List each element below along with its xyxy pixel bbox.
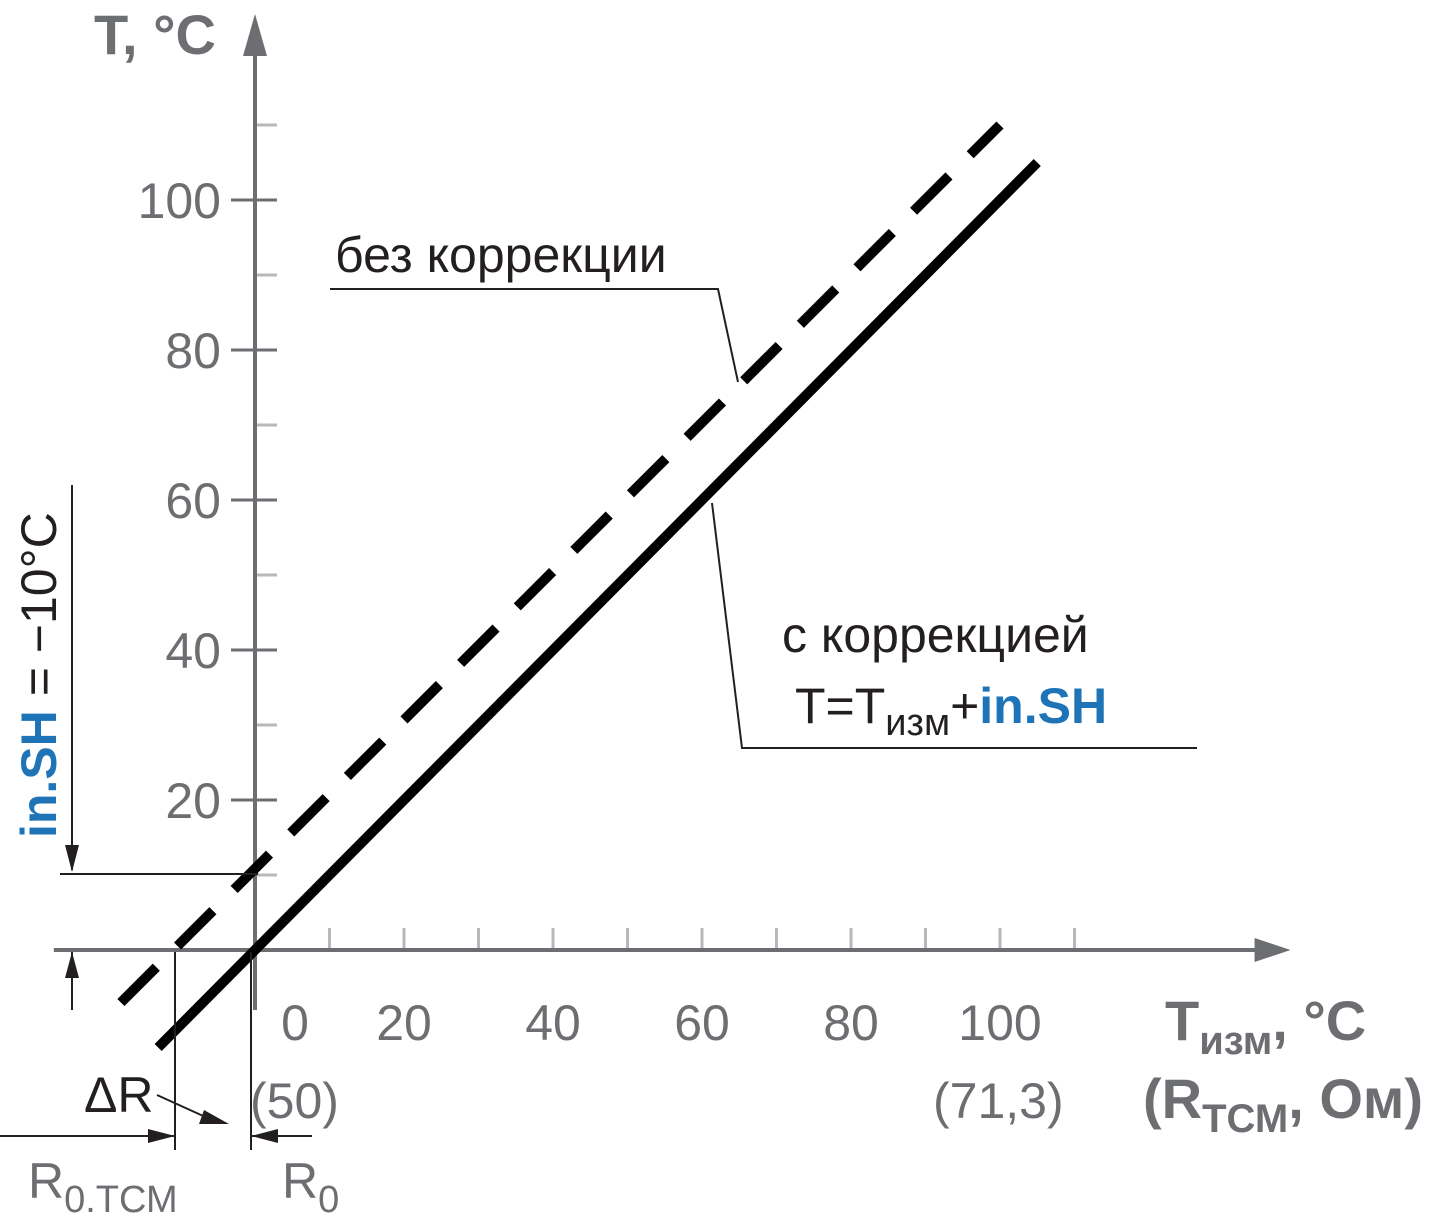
x-tick-label: 80	[823, 995, 879, 1051]
r0-subscript: 0	[318, 1179, 339, 1217]
shift-dimension	[60, 485, 258, 1010]
label-no-correction: без коррекции	[335, 227, 667, 283]
resistance-dimension	[0, 952, 312, 1150]
x-axis-title: Tизм, °С	[1165, 989, 1366, 1063]
x-axis-title-main: T	[1165, 989, 1199, 1052]
r0-tcm-subscript: 0.ТСМ	[64, 1179, 178, 1217]
r0-label: R0	[282, 1153, 339, 1217]
y-tick-label: 60	[165, 473, 221, 529]
y-axis-arrowhead	[243, 14, 267, 56]
y-tick-label: 80	[165, 323, 221, 379]
x-tick-label: 20	[376, 995, 432, 1051]
formula-plus: +	[950, 678, 979, 734]
resistance-label-at-100: (71,3)	[933, 1073, 1064, 1129]
leader-no-correction	[330, 288, 739, 383]
tick-labels-group: 0 20 40 60 80 100 20 40 60 80 100	[138, 173, 1042, 1051]
shift-annotation: in.SH = −10°С	[11, 512, 67, 838]
x-tick-label: 40	[525, 995, 581, 1051]
x-axis-resistance-open: (R	[1143, 1067, 1202, 1130]
x-axis-resistance-close: , Ом)	[1288, 1067, 1423, 1130]
y-tick-label: 100	[138, 173, 221, 229]
series-group	[117, 121, 1041, 1052]
r0-main: R	[282, 1153, 318, 1209]
series-line-with-correction	[154, 158, 1041, 1052]
leader-with-correction	[711, 502, 1197, 749]
correction-formula: T=Tизм+in.SH	[795, 678, 1107, 744]
y-tick-label: 40	[165, 623, 221, 679]
x-tick-label: 60	[674, 995, 730, 1051]
x-axis-title-unit: , °С	[1272, 989, 1366, 1052]
x-axis-resistance-title: (RТСМ, Ом)	[1143, 1067, 1423, 1141]
resistance-label-at-0: (50)	[250, 1073, 339, 1129]
formula-subscript: изм	[885, 702, 950, 744]
x-axis-arrowhead	[1254, 938, 1291, 962]
series-line-no-correction	[117, 121, 1004, 1007]
y-axis-title: T, °С	[94, 3, 216, 66]
x-tick-label: 0	[281, 995, 309, 1051]
axes-group	[53, 14, 1291, 1010]
r0-tcm-label: R0.ТСМ	[28, 1153, 178, 1217]
formula-t: T=T	[795, 678, 885, 734]
label-with-correction: с коррекцией	[782, 607, 1089, 663]
r0-tcm-main: R	[28, 1153, 64, 1209]
formula-param: in.SH	[979, 678, 1107, 734]
delta-r-label: ΔR	[84, 1067, 154, 1123]
x-tick-label: 100	[958, 995, 1041, 1051]
shift-param: in.SH	[11, 710, 67, 838]
shift-value: = −10°С	[11, 512, 67, 710]
y-tick-label: 20	[165, 773, 221, 829]
x-axis-title-subscript: изм	[1199, 1019, 1272, 1063]
x-axis-resistance-subscript: ТСМ	[1202, 1097, 1288, 1141]
